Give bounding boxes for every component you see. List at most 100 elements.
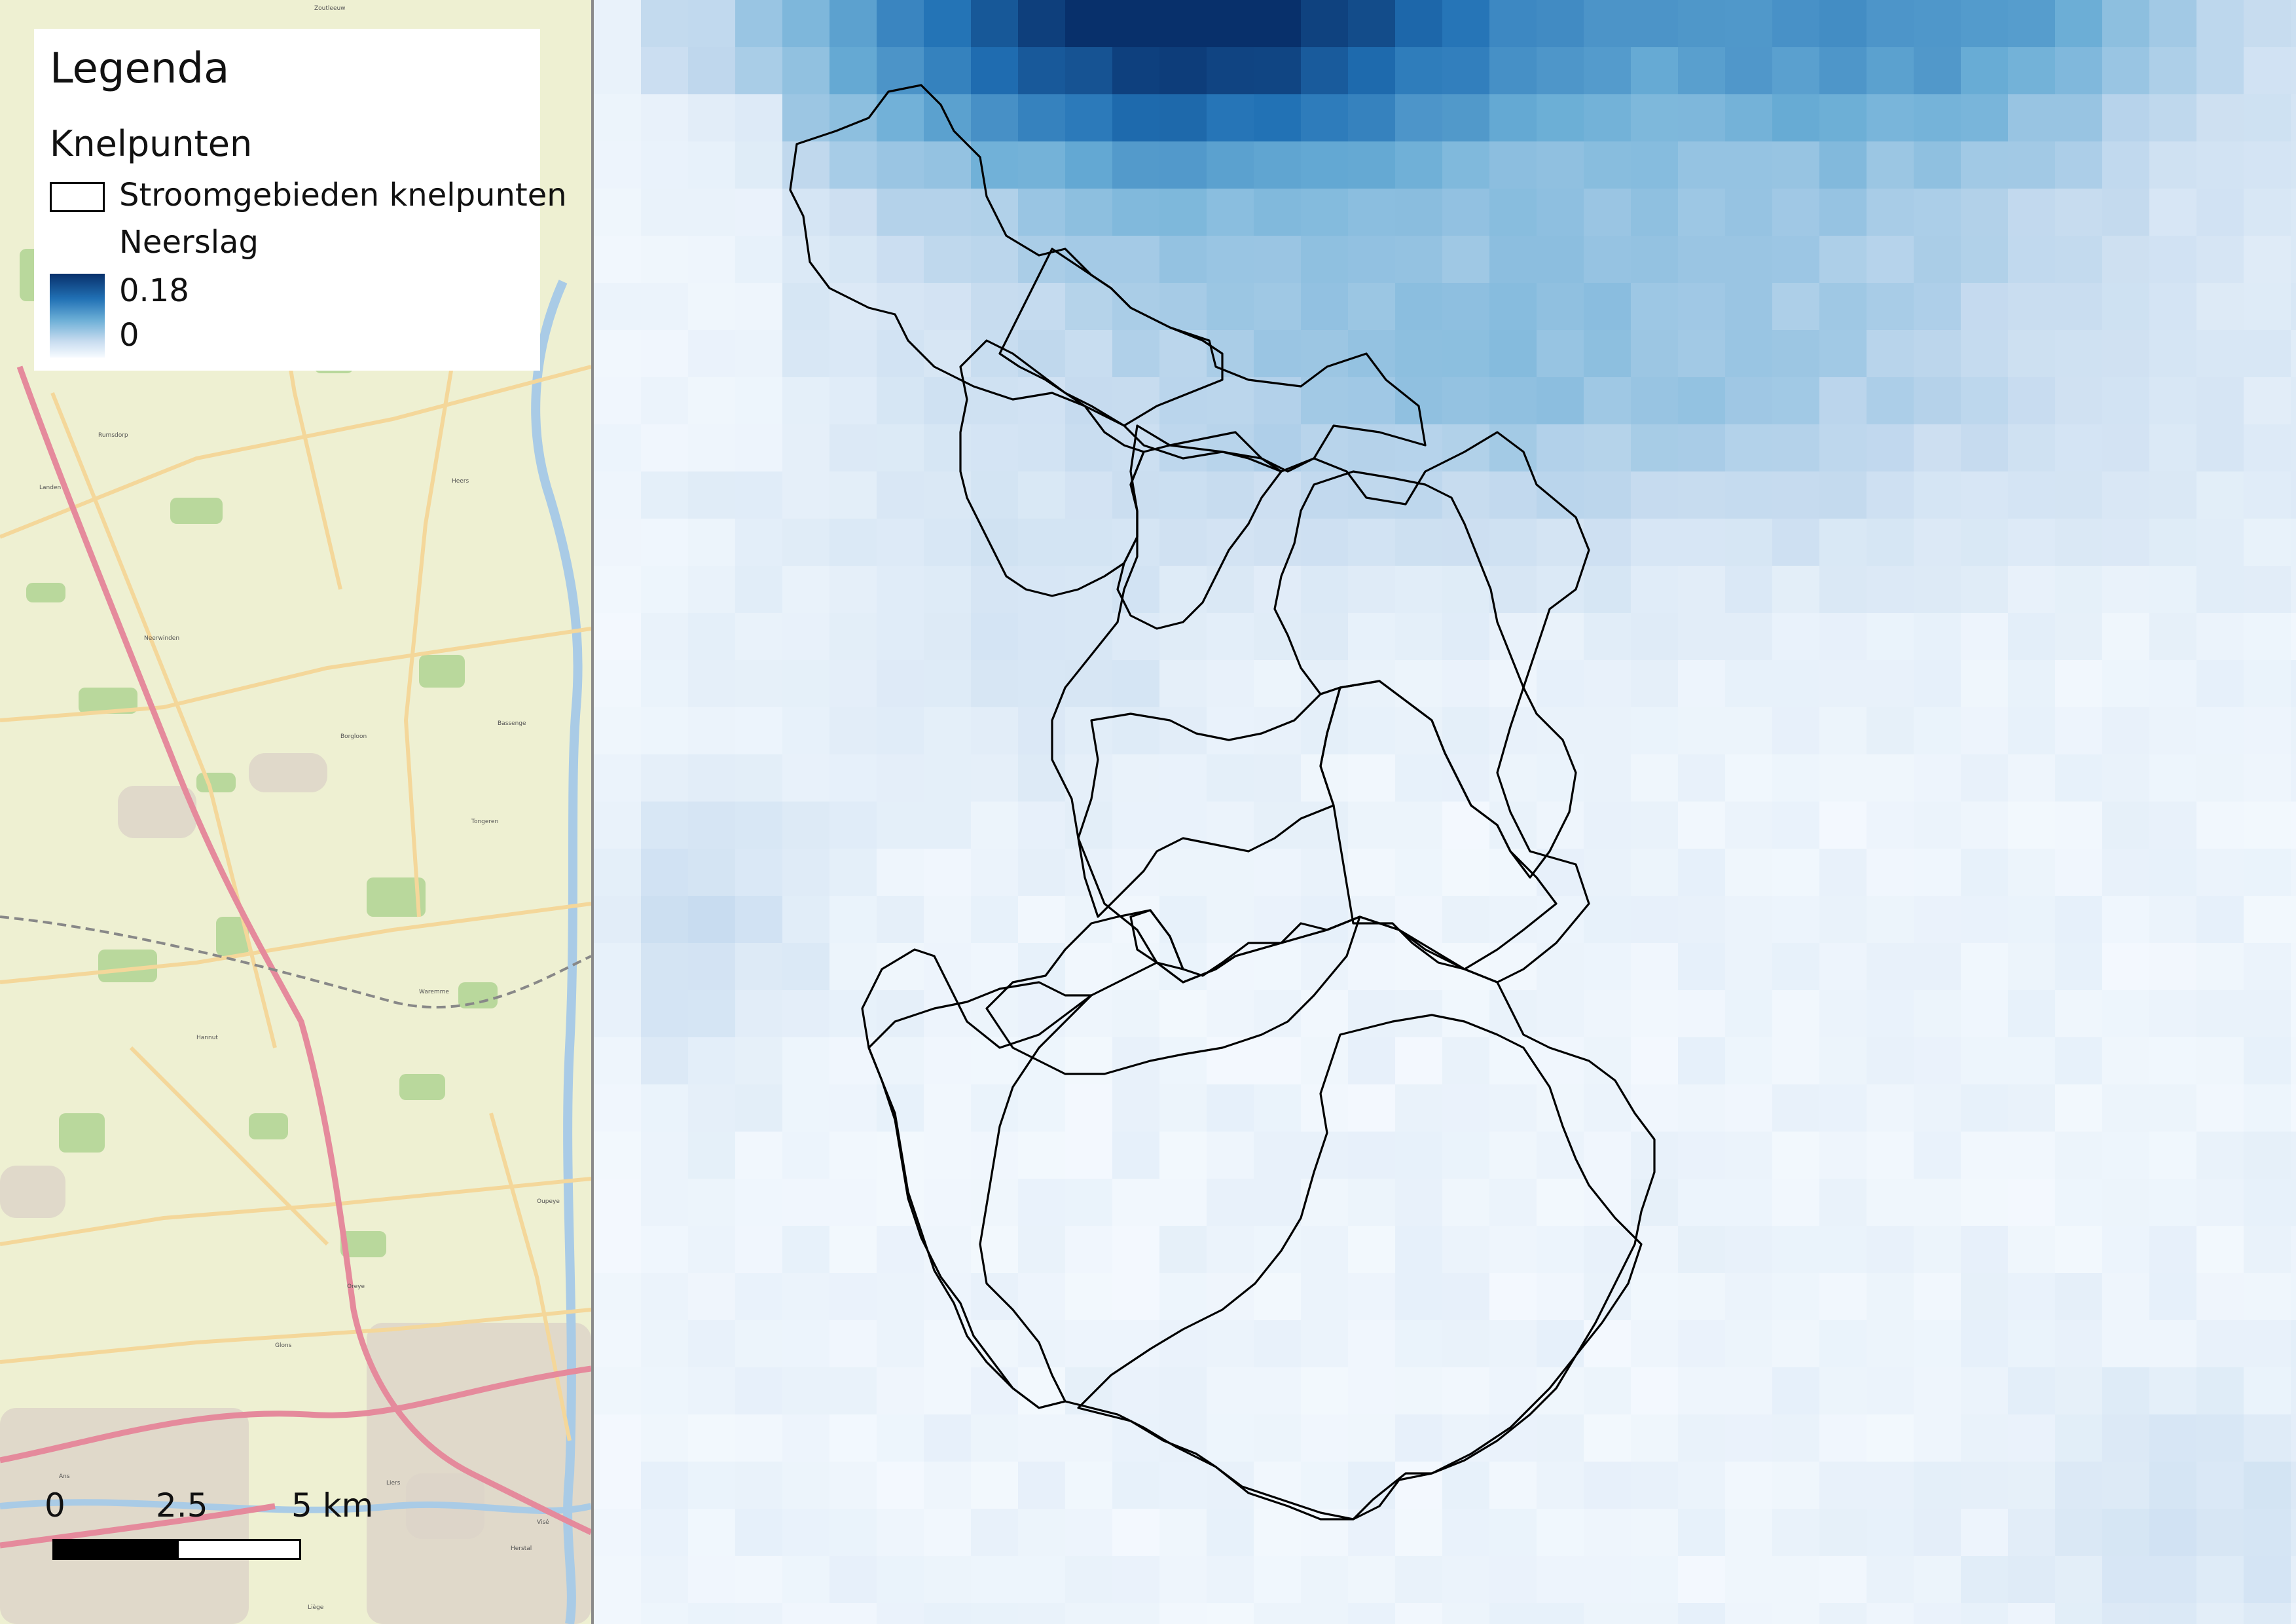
minor-road — [129, 1046, 329, 1246]
raster-cell — [1772, 1226, 1820, 1274]
raster-cell — [1819, 990, 1867, 1038]
raster-cell — [782, 1367, 830, 1415]
raster-cell — [1348, 47, 1396, 95]
raster-cell — [971, 566, 1019, 614]
raster-cell — [1018, 1603, 1066, 1624]
raster-cell — [594, 94, 642, 142]
raster-cell — [641, 849, 689, 896]
raster-cell — [1254, 754, 1302, 802]
raster-cell — [1867, 707, 1914, 755]
precipitation-raster[interactable] — [594, 0, 2296, 1624]
raster-cell — [1207, 424, 1254, 472]
raster-cell — [1725, 1320, 1773, 1368]
scale-label-mid: 2.5 — [156, 1486, 208, 1524]
raster-cell — [594, 141, 642, 189]
raster-cell — [1914, 849, 1961, 896]
raster-cell — [2149, 0, 2197, 48]
raster-cell — [1772, 377, 1820, 425]
raster-cell — [1631, 1179, 1679, 1227]
raster-cell — [1207, 1132, 1254, 1179]
raster-cell — [1961, 377, 2009, 425]
raster-cell — [1159, 943, 1207, 991]
catchment-outline[interactable] — [985, 909, 1361, 1075]
raster-cell — [1065, 1509, 1113, 1557]
raster-cell — [594, 613, 642, 661]
raster-cell — [782, 1556, 830, 1604]
raster-cell — [2055, 990, 2103, 1038]
raster-cell — [1772, 1603, 1820, 1624]
raster-cell — [735, 754, 783, 802]
raster-cell — [1537, 424, 1584, 472]
raster-cell — [2008, 943, 2056, 991]
raster-cell — [2149, 660, 2197, 708]
raster-cell — [2196, 47, 2244, 95]
raster-cell — [594, 330, 642, 378]
catchment-outline[interactable] — [998, 248, 1224, 427]
raster-cell — [1254, 896, 1302, 944]
raster-cell — [1301, 141, 1349, 189]
raster-cell — [735, 707, 783, 755]
raster-cell — [782, 330, 830, 378]
raster-cell — [2244, 1462, 2291, 1509]
raster-cell — [2008, 1367, 2056, 1415]
raster-cell — [2149, 566, 2197, 614]
raster-cell — [688, 660, 736, 708]
raster-cell — [594, 377, 642, 425]
raster-cell — [971, 236, 1019, 284]
catchment-outline[interactable] — [789, 84, 1427, 473]
raster-cell — [1819, 377, 1867, 425]
raster-cell — [2244, 189, 2291, 236]
raster-cell — [877, 1603, 924, 1624]
raster-cell — [1867, 1226, 1914, 1274]
vegetation-patch — [98, 950, 157, 982]
raster-cell — [1678, 707, 1726, 755]
raster-cell — [2196, 1509, 2244, 1557]
raster-cell — [2008, 1132, 2056, 1179]
raster-cell — [1819, 189, 1867, 236]
raster-cell — [1584, 849, 1631, 896]
raster-cell — [1065, 141, 1113, 189]
catchment-outline[interactable] — [1129, 909, 1184, 970]
raster-cell — [1819, 47, 1867, 95]
legend-ramp-min: 0 — [119, 317, 139, 354]
raster-cell — [2196, 1037, 2244, 1085]
raster-cell — [1112, 1509, 1160, 1557]
raster-cell — [877, 1367, 924, 1415]
catchment-outline[interactable] — [867, 981, 1093, 1409]
raster-cell — [1348, 0, 1396, 48]
raster-cell — [2291, 424, 2296, 472]
catchment-outline[interactable] — [1077, 1014, 1643, 1521]
raster-cell — [641, 1367, 689, 1415]
raster-cell — [2291, 849, 2296, 896]
raster-cell — [1301, 1273, 1349, 1321]
catchment-outline[interactable] — [1051, 424, 1590, 984]
vegetation-patch — [340, 1231, 386, 1257]
raster-cell — [1914, 1273, 1961, 1321]
raster-cell — [829, 1509, 877, 1557]
raster-cell — [1725, 47, 1773, 95]
catchment-outline[interactable] — [1273, 470, 1577, 879]
raster-cell — [1819, 283, 1867, 331]
raster-cell — [1207, 141, 1254, 189]
raster-cell — [1819, 471, 1867, 519]
raster-cell — [1584, 896, 1631, 944]
raster-cell — [1914, 471, 1961, 519]
raster-cell — [735, 519, 783, 566]
catchment-outline[interactable] — [861, 915, 1656, 1521]
raster-cell — [641, 1462, 689, 1509]
raster-cell — [2008, 566, 2056, 614]
catchment-outline[interactable] — [1077, 686, 1341, 918]
raster-cell — [1819, 1226, 1867, 1274]
raster-cell — [1018, 519, 1066, 566]
raster-cell — [1065, 519, 1113, 566]
raster-cell — [1348, 707, 1396, 755]
raster-cell — [2055, 896, 2103, 944]
raster-cell — [1537, 47, 1584, 95]
raster-cell — [2244, 1179, 2291, 1227]
raster-cell — [924, 896, 972, 944]
raster-cell — [1159, 896, 1207, 944]
raster-cell — [1065, 1556, 1113, 1604]
raster-cell — [2291, 1556, 2296, 1604]
raster-cell — [1867, 1414, 1914, 1462]
raster-cell — [1725, 990, 1773, 1038]
